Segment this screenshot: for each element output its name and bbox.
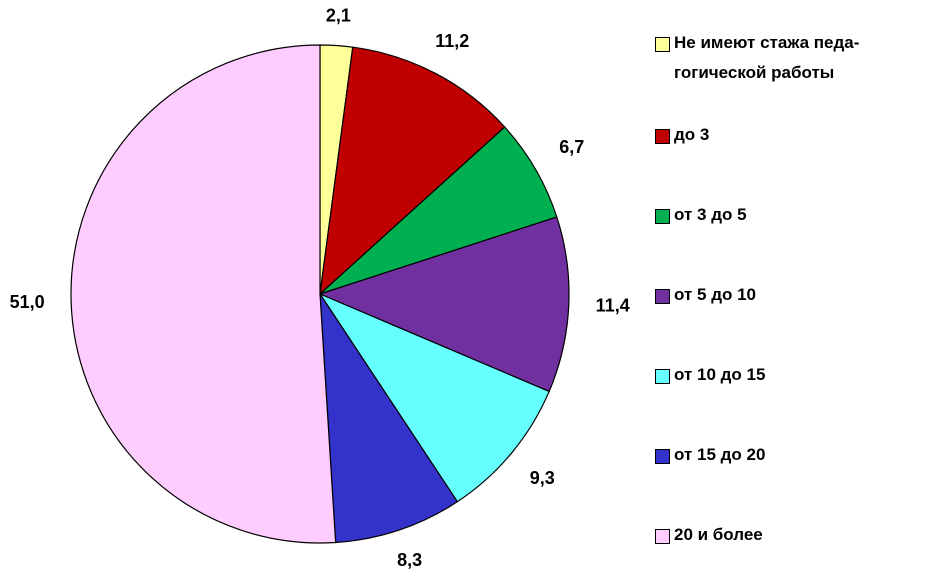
legend-label: до 3 [674, 125, 710, 144]
data-label: 11,4 [596, 296, 630, 316]
legend-item: от 10 до 15 [655, 365, 765, 390]
pie-slice [318, 216, 570, 393]
legend-swatch [655, 129, 670, 144]
data-label: 8,3 [397, 550, 422, 570]
pie-slice [70, 44, 337, 544]
legend-label: от 5 до 10 [674, 285, 756, 304]
legend-label: от 3 до 5 [674, 205, 747, 224]
data-label: 51,0 [10, 292, 45, 312]
legend-item: от 5 до 10 [655, 285, 756, 310]
data-label: 11,2 [435, 31, 469, 51]
legend-swatch [655, 529, 670, 544]
legend-item: Не имеют стажа педа- гогической работы [655, 33, 859, 88]
legend-swatch [655, 369, 670, 384]
data-label: 9,3 [530, 468, 555, 488]
legend-label: от 10 до 15 [674, 365, 766, 384]
legend-item: до 3 [655, 125, 709, 150]
legend-swatch [655, 37, 670, 52]
data-label: 2,1 [326, 5, 351, 25]
pie-slice [319, 46, 506, 296]
pie-slice [318, 292, 550, 503]
legend-swatch [655, 209, 670, 224]
legend-item: от 3 до 5 [655, 205, 747, 230]
legend-label: от 15 до 20 [674, 445, 766, 464]
data-label: 6,7 [559, 137, 584, 157]
legend-item: 20 и более [655, 525, 763, 550]
legend-swatch [655, 289, 670, 304]
pie-slice [319, 291, 459, 544]
legend-item: от 15 до 20 [655, 445, 765, 470]
legend-label: 20 и более [674, 525, 763, 544]
legend-swatch [655, 449, 670, 464]
legend-label: Не имеют стажа педа- гогической работы [674, 33, 860, 82]
